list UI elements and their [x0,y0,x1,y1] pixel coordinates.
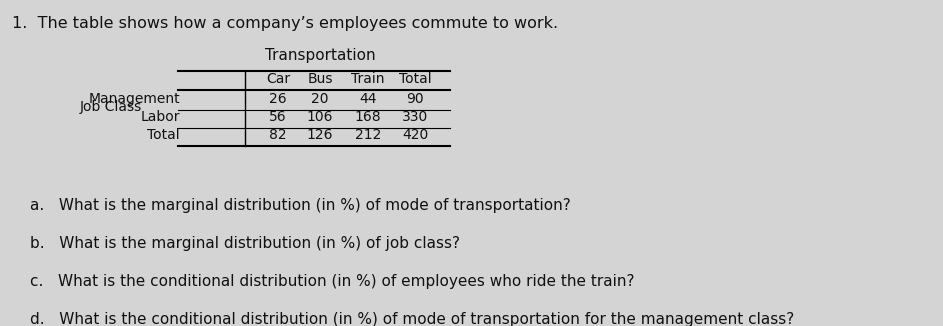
Text: 82: 82 [269,128,287,142]
Text: Job Class: Job Class [80,100,142,114]
Text: 56: 56 [269,110,287,124]
Text: Train: Train [351,72,385,86]
Text: 126: 126 [306,128,333,142]
Text: 106: 106 [306,110,333,124]
Text: Labor: Labor [141,110,180,124]
Text: 26: 26 [269,92,287,106]
Text: d.   What is the conditional distribution (in %) of mode of transportation for t: d. What is the conditional distribution … [30,312,794,326]
Text: Car: Car [266,72,290,86]
Text: 20: 20 [311,92,329,106]
Text: Management: Management [89,92,180,106]
Text: a.   What is the marginal distribution (in %) of mode of transportation?: a. What is the marginal distribution (in… [30,198,571,213]
Text: b.   What is the marginal distribution (in %) of job class?: b. What is the marginal distribution (in… [30,236,460,251]
Text: 44: 44 [359,92,377,106]
Text: 90: 90 [406,92,423,106]
Text: 168: 168 [355,110,381,124]
Text: 212: 212 [355,128,381,142]
Text: 330: 330 [402,110,428,124]
Text: 1.  The table shows how a company’s employees commute to work.: 1. The table shows how a company’s emplo… [12,16,558,31]
Text: Total: Total [399,72,431,86]
Text: c.   What is the conditional distribution (in %) of employees who ride the train: c. What is the conditional distribution … [30,274,635,289]
Text: Transportation: Transportation [265,48,375,63]
Text: Bus: Bus [307,72,333,86]
Text: Total: Total [147,128,180,142]
Text: 420: 420 [402,128,428,142]
